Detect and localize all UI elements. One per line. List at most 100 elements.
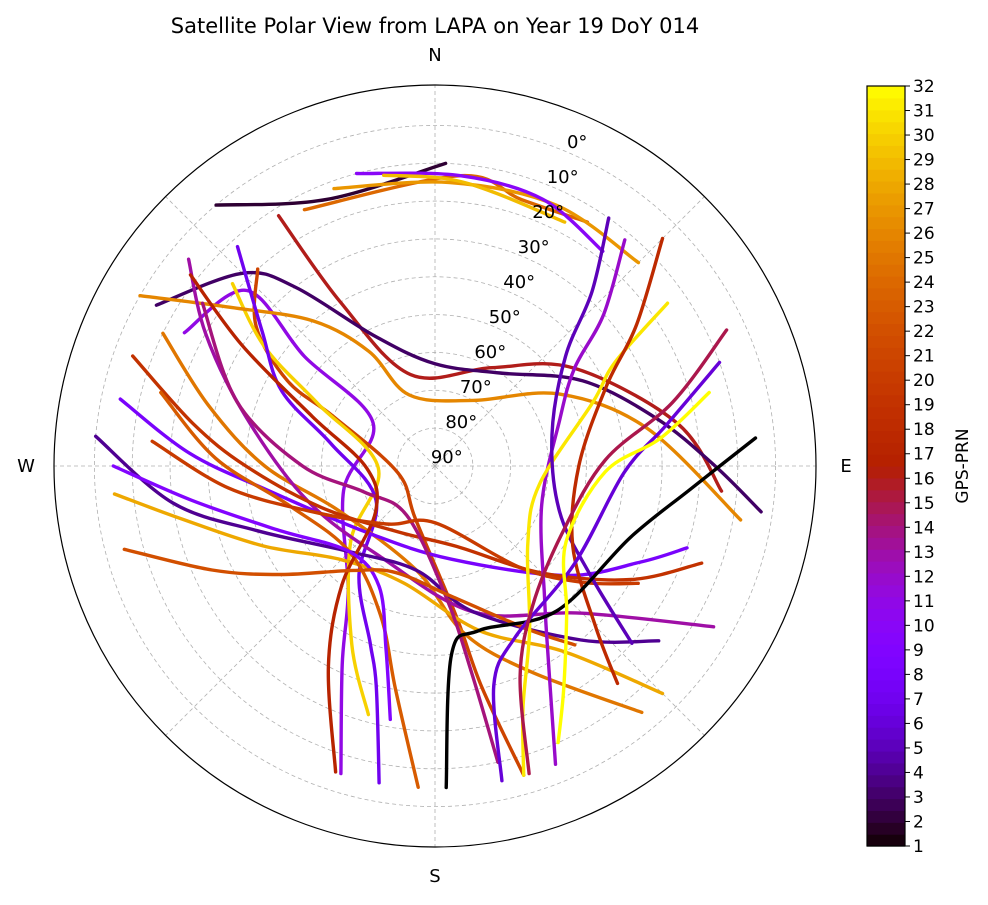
satellite-track-prn-15: [518, 328, 729, 776]
colorbar-segment: [867, 822, 905, 835]
colorbar-tick-label: 30: [913, 126, 935, 146]
colorbar-segment: [867, 466, 905, 479]
satellite-tracks: [94, 161, 763, 790]
colorbar-segment: [867, 264, 905, 277]
colorbar-tick-label: 29: [913, 151, 935, 171]
colorbar-segment: [867, 549, 905, 562]
satellite-track-prn-30: [230, 282, 381, 717]
satellite-track-prn-3: [154, 270, 763, 514]
elevation-grid-ring: [358, 389, 512, 543]
colorbar-tick-label: 19: [913, 396, 935, 416]
colorbar-segment: [867, 228, 905, 241]
colorbar-segment: [867, 109, 905, 123]
colorbar-frame: [866, 85, 906, 847]
colorbar-label: GPS-PRN: [953, 428, 973, 503]
colorbar-segment: [867, 810, 905, 823]
radial-tick-label: 80°: [445, 412, 477, 433]
colorbar-tick-label: 7: [913, 690, 924, 710]
colorbar-tick-label: 11: [913, 592, 935, 612]
colorbar-segment: [867, 299, 905, 313]
colorbar-tick-label: 13: [913, 543, 935, 563]
colorbar-segment: [867, 192, 905, 206]
colorbar-tick-label: 12: [913, 567, 935, 587]
radial-tick-label: 10°: [547, 167, 579, 188]
satellite-track-prn-12: [539, 238, 627, 766]
colorbar-tick-label: 28: [913, 175, 935, 195]
colorbar-segment: [867, 679, 905, 693]
colorbar-segment: [867, 751, 905, 764]
satellite-track-prn-8: [118, 397, 689, 578]
colorbar-segment: [867, 157, 905, 170]
colorbar-segment: [867, 169, 905, 182]
colorbar-segment: [867, 620, 905, 633]
colorbar-tick-label: 17: [913, 445, 935, 465]
radial-tick-label: 20°: [532, 202, 564, 223]
colorbar-segment: [867, 834, 905, 847]
colorbar-tick-label: 20: [913, 371, 935, 391]
satellite-track-prn-27: [332, 180, 641, 265]
satellite-track-prn-20: [150, 439, 640, 586]
satellite-track-prn-14: [200, 301, 500, 764]
colorbar-segment: [867, 240, 905, 253]
colorbar-tick-label: 25: [913, 249, 935, 269]
azimuth-grid-line: [165, 465, 436, 736]
satellite-track-prn-32: [556, 390, 711, 745]
outer-circle: [53, 84, 817, 848]
colorbar-tick-label: 4: [913, 763, 924, 783]
radial-tick-label: 70°: [460, 377, 492, 398]
colorbar-segment: [867, 86, 905, 99]
colorbar-tick-label: 27: [913, 200, 935, 220]
colorbar-segment: [867, 608, 905, 621]
colorbar-tick-label: 18: [913, 420, 935, 440]
colorbar-segment: [867, 537, 905, 550]
satellite-track-prn-4: [94, 434, 661, 644]
colorbar-tick-label: 15: [913, 494, 935, 514]
satellite-track-prn-6: [491, 360, 722, 783]
colorbar-tick-label: 21: [913, 347, 935, 367]
colorbar-tick-label: 8: [913, 665, 924, 685]
satellite-track-prn-31: [520, 301, 670, 777]
colorbar-tick-label: 14: [913, 518, 935, 538]
satellite-track-prn-13: [186, 257, 716, 629]
azimuth-grid-line: [165, 196, 436, 467]
colorbar-segment: [867, 727, 905, 740]
colorbar-segment: [867, 323, 905, 336]
colorbar-tick-label: 1: [913, 837, 924, 857]
colorbar-segment: [867, 644, 905, 657]
radial-tick-label: 40°: [503, 272, 535, 293]
radial-tick-label: 60°: [474, 342, 506, 363]
colorbar-tick-label: 31: [913, 102, 935, 122]
direction-label-north: N: [428, 45, 441, 66]
colorbar-segment: [867, 454, 905, 467]
satellite-track-prn-1: [444, 436, 758, 790]
satellite-track-prn-19: [131, 354, 704, 582]
colorbar-segment: [867, 442, 905, 455]
radial-tick-label: 30°: [518, 237, 550, 258]
colorbar-tick-label: 32: [913, 77, 935, 97]
colorbar-segment: [867, 406, 905, 420]
colorbar-tick-label: 9: [913, 641, 924, 661]
colorbar-segment: [867, 276, 905, 289]
colorbar-segment: [867, 145, 905, 158]
colorbar-segment: [867, 121, 905, 135]
chart-title: Satellite Polar View from LAPA on Year 1…: [171, 14, 699, 38]
colorbar-segment: [867, 430, 905, 443]
satellite-track-prn-9: [111, 464, 392, 722]
colorbar-segment: [867, 311, 905, 325]
colorbar-tick-label: 2: [913, 812, 924, 832]
colorbar-segment: [867, 572, 905, 586]
colorbar-tick-label: 24: [913, 273, 935, 293]
radial-tick-label: 50°: [489, 307, 521, 328]
colorbar-segment: [867, 394, 905, 408]
elevation-grid-ring: [169, 200, 701, 732]
colorbar-tick-label: 6: [913, 714, 924, 734]
colorbar-segment: [867, 656, 905, 669]
colorbar-segment: [867, 762, 905, 776]
colorbar-segment: [867, 252, 905, 265]
direction-label-south: S: [429, 866, 440, 887]
colorbar-segment: [867, 561, 905, 574]
colorbar-segment: [867, 786, 905, 800]
colorbar-segment: [867, 501, 905, 515]
